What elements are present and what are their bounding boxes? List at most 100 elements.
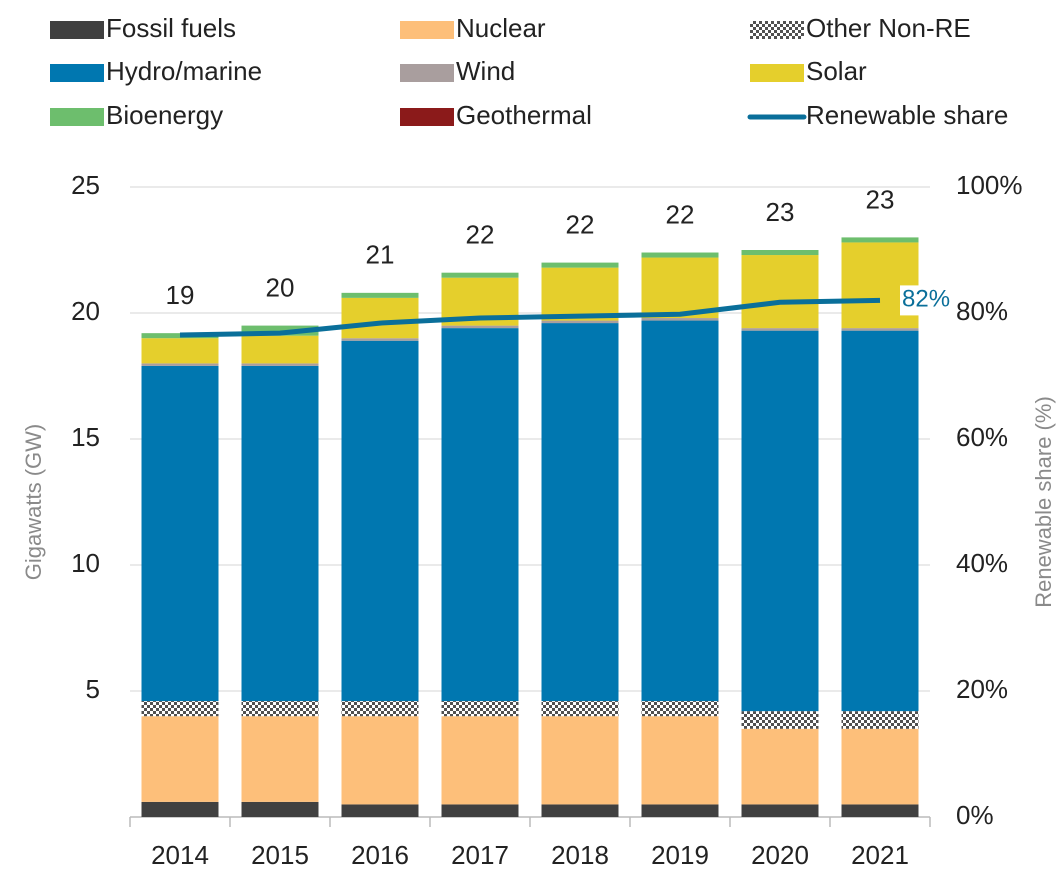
- legend-label: Bioenergy: [106, 100, 223, 130]
- bar-segment: [541, 323, 619, 702]
- total-label: 23: [866, 184, 895, 214]
- y-axis-title: Gigawatts (GW): [21, 424, 46, 580]
- bar-segment: [641, 257, 719, 319]
- bar-segment: [741, 330, 819, 712]
- x-tick-label: 2021: [851, 840, 909, 870]
- bar-segment: [741, 728, 819, 805]
- bar-segment: [441, 328, 519, 702]
- total-label: 22: [566, 209, 595, 239]
- bar-segment: [441, 325, 519, 329]
- legend-swatch: [400, 108, 454, 126]
- bar-segment: [541, 320, 619, 324]
- y-tick-label: 10: [71, 548, 100, 578]
- bar-segment: [241, 701, 319, 717]
- bar-segment: [241, 335, 319, 364]
- total-label: 20: [266, 272, 295, 302]
- bar-segment: [741, 711, 819, 729]
- legend-label: Renewable share: [806, 100, 1008, 130]
- bar-segment: [141, 363, 219, 366]
- x-tick-label: 2019: [651, 840, 709, 870]
- legend-swatch: [750, 64, 804, 82]
- y2-tick-label: 40%: [956, 548, 1008, 578]
- bar-segment: [241, 325, 319, 336]
- legend-swatch: [50, 108, 104, 126]
- bar-segment: [141, 716, 219, 802]
- y2-tick-label: 60%: [956, 422, 1008, 452]
- total-label: 22: [666, 199, 695, 229]
- legend-swatch: [50, 21, 104, 39]
- legend-swatch: [750, 21, 804, 39]
- bar-segment: [641, 716, 719, 805]
- legend-label: Geothermal: [456, 100, 592, 130]
- y-tick-label: 5: [86, 674, 100, 704]
- bar-segment: [641, 318, 719, 321]
- bar-segment: [541, 267, 619, 321]
- bar-segment: [141, 338, 219, 364]
- y2-axis-title: Renewable share (%): [1031, 396, 1056, 608]
- bar-segment: [541, 804, 619, 817]
- legend-label: Solar: [806, 56, 867, 86]
- legend-label: Fossil fuels: [106, 13, 236, 43]
- y2-tick-label: 80%: [956, 296, 1008, 326]
- x-tick-label: 2018: [551, 840, 609, 870]
- bar-segment: [141, 333, 219, 339]
- legend-swatch: [400, 21, 454, 39]
- bar-segment: [241, 365, 319, 702]
- share-label: 82%: [902, 286, 950, 313]
- legend-label: Other Non-RE: [806, 13, 971, 43]
- bar-segment: [441, 272, 519, 278]
- bar-segment: [641, 701, 719, 717]
- bar-segment: [241, 716, 319, 802]
- bar-segment: [241, 801, 319, 817]
- x-tick-label: 2020: [751, 840, 809, 870]
- bar-segment: [341, 804, 419, 817]
- label-background: [900, 285, 956, 316]
- total-label: 19: [166, 280, 195, 310]
- bar-segment: [341, 340, 419, 702]
- bar-segment: [141, 801, 219, 817]
- legend-swatch: [50, 64, 104, 82]
- bar-segment: [741, 250, 819, 256]
- bar-segment: [341, 292, 419, 298]
- bar-segment: [541, 701, 619, 717]
- bar-segment: [841, 330, 919, 712]
- x-tick-label: 2015: [251, 840, 309, 870]
- legend-label: Wind: [456, 56, 515, 86]
- bar-segment: [441, 804, 519, 817]
- bar-segment: [341, 297, 419, 339]
- share-line: [179, 297, 881, 338]
- x-tick-label: 2016: [351, 840, 409, 870]
- bar-segment: [741, 804, 819, 817]
- total-label: 23: [766, 197, 795, 227]
- y-tick-label: 25: [71, 170, 100, 200]
- bar-segment: [841, 237, 919, 243]
- bar-segment: [541, 716, 619, 805]
- bar-segment: [641, 320, 719, 702]
- bar-segment: [441, 716, 519, 805]
- bar-segment: [741, 255, 819, 329]
- legend-label: Nuclear: [456, 13, 546, 43]
- bar-segment: [841, 328, 919, 331]
- x-tick-label: 2014: [151, 840, 209, 870]
- bar-segment: [741, 328, 819, 331]
- bar-segment: [141, 701, 219, 717]
- bar-segment: [341, 338, 419, 341]
- bar-segment: [541, 262, 619, 268]
- bar-segment: [841, 711, 919, 729]
- bar-segment: [341, 701, 419, 717]
- y-tick-label: 15: [71, 422, 100, 452]
- bar-segment: [641, 252, 719, 258]
- bar-segment: [341, 716, 419, 805]
- x-tick-label: 2017: [451, 840, 509, 870]
- y-tick-label: 20: [71, 296, 100, 326]
- total-label: 22: [466, 220, 495, 250]
- y2-tick-label: 20%: [956, 674, 1008, 704]
- y2-tick-label: 100%: [956, 170, 1023, 200]
- y2-tick-label: 0%: [956, 800, 994, 830]
- legend-label: Hydro/marine: [106, 56, 262, 86]
- total-label: 21: [366, 240, 395, 270]
- bar-segment: [841, 728, 919, 805]
- bar-segment: [841, 804, 919, 817]
- legend-swatch: [400, 64, 454, 82]
